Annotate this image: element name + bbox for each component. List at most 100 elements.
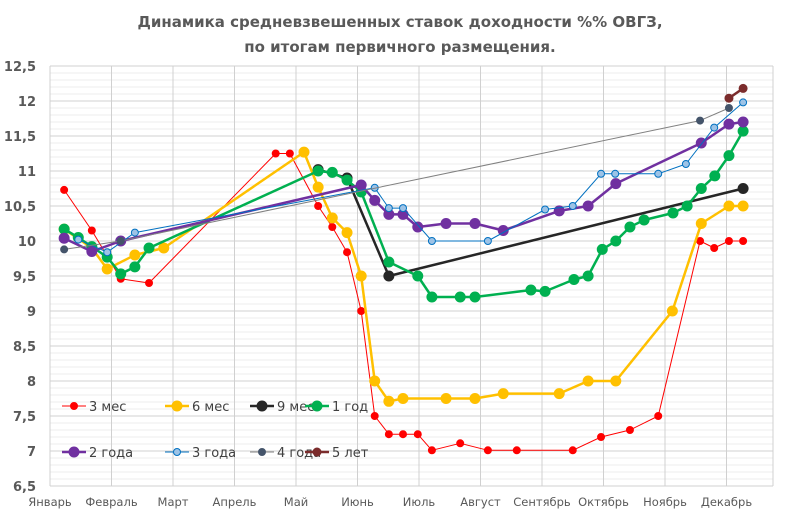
data-point xyxy=(74,235,83,244)
data-point xyxy=(710,123,719,132)
x-tick-label: Ноябрь xyxy=(643,495,687,509)
data-point xyxy=(469,393,481,404)
data-point xyxy=(737,183,749,194)
data-point xyxy=(341,227,353,239)
series-line xyxy=(317,168,744,278)
data-point xyxy=(86,246,98,257)
data-point xyxy=(739,98,748,107)
data-point xyxy=(60,245,69,254)
data-point xyxy=(737,125,749,137)
data-point xyxy=(539,285,551,297)
data-point xyxy=(469,218,481,229)
data-point xyxy=(723,118,735,130)
y-tick-label: 11 xyxy=(18,165,36,180)
x-tick-label: Январь xyxy=(28,495,72,509)
legend-marker xyxy=(311,400,323,412)
y-tick-label: 11,5 xyxy=(4,130,36,145)
data-point xyxy=(355,179,367,191)
data-point xyxy=(129,249,141,261)
data-point xyxy=(483,237,492,245)
x-tick-label: Май xyxy=(284,495,308,509)
data-point xyxy=(553,388,565,400)
data-point xyxy=(312,165,324,177)
y-tick-label: 10 xyxy=(18,235,36,250)
data-point xyxy=(568,446,577,455)
data-point xyxy=(101,263,113,275)
data-point xyxy=(738,83,748,93)
data-point xyxy=(724,104,733,112)
data-point xyxy=(341,174,353,186)
legend-marker xyxy=(68,446,80,458)
data-point xyxy=(413,430,422,439)
series-line xyxy=(63,150,744,403)
y-tick-label: 7 xyxy=(27,445,36,460)
data-point xyxy=(512,446,521,455)
data-point xyxy=(696,116,705,125)
y-tick-label: 7,5 xyxy=(13,410,36,425)
data-point xyxy=(456,439,465,448)
data-point xyxy=(597,433,606,441)
data-point xyxy=(158,242,170,254)
series-7 xyxy=(724,83,748,103)
data-point xyxy=(695,183,707,194)
data-point xyxy=(625,426,634,434)
data-point xyxy=(326,166,338,178)
data-point xyxy=(568,274,580,285)
data-point xyxy=(60,185,69,194)
data-point xyxy=(681,160,690,168)
data-point xyxy=(610,235,622,247)
legend-label: 1 год xyxy=(332,400,368,415)
x-axis-ticks: Январь Февраль Март Апрель Май Июнь Июль Август… xyxy=(28,495,752,509)
legend-item: 9 мес xyxy=(250,400,314,415)
data-point xyxy=(412,270,424,282)
y-tick-label: 9 xyxy=(27,305,36,320)
series-4 xyxy=(58,116,749,257)
legend-marker xyxy=(312,447,322,457)
data-point xyxy=(541,205,550,214)
data-point xyxy=(597,169,606,178)
data-point xyxy=(525,284,537,296)
x-tick-label: Июль xyxy=(403,495,436,509)
data-point xyxy=(397,393,409,404)
data-point xyxy=(427,446,436,455)
legend: 3 мес 6 мес 9 мес 1 год 2 года 3 года 4 года 5 … xyxy=(62,400,369,461)
data-point xyxy=(369,194,381,206)
legend-label: 2 года xyxy=(89,446,133,461)
data-point xyxy=(483,446,492,455)
data-point xyxy=(611,169,620,178)
data-point xyxy=(399,204,408,213)
legend-marker xyxy=(258,448,266,456)
series-0 xyxy=(60,149,748,455)
y-tick-label: 12,5 xyxy=(4,60,36,75)
x-tick-label: Апрель xyxy=(213,495,257,509)
data-point xyxy=(384,430,393,439)
data-point xyxy=(58,232,70,244)
chart-title-line-2: по итогам первичного размещения. xyxy=(244,38,555,56)
data-point xyxy=(312,181,324,193)
data-point xyxy=(497,388,509,400)
data-point xyxy=(355,270,367,282)
data-point xyxy=(709,170,721,182)
legend-item: 3 мес xyxy=(62,400,126,415)
x-tick-label: Декабрь xyxy=(701,495,752,509)
gridlines xyxy=(49,65,774,487)
legend-item: 3 года xyxy=(165,446,236,461)
data-point xyxy=(497,225,509,236)
data-point xyxy=(399,430,408,439)
data-point xyxy=(383,395,395,407)
data-point xyxy=(370,412,379,420)
data-point xyxy=(426,291,438,303)
data-point xyxy=(624,221,636,233)
series-line xyxy=(64,107,730,250)
data-point xyxy=(681,200,693,212)
legend-item: 5 лет xyxy=(305,446,369,461)
y-tick-label: 12 xyxy=(18,95,36,110)
y-tick-label: 8 xyxy=(27,375,36,390)
data-point xyxy=(723,150,735,162)
series-1 xyxy=(58,146,749,407)
data-point xyxy=(326,212,338,224)
legend-item: 1 год xyxy=(305,400,368,415)
chart-title-line-1: Динамика средневзвешенных ставок доходно… xyxy=(137,13,662,31)
data-point xyxy=(116,237,125,245)
